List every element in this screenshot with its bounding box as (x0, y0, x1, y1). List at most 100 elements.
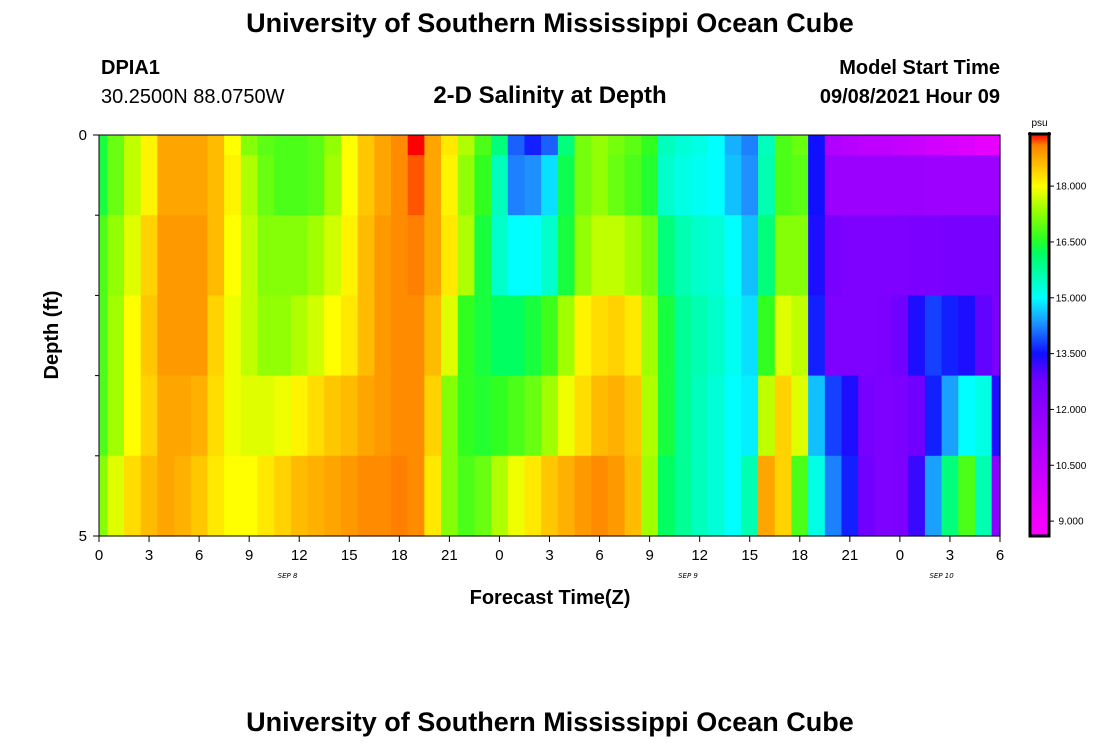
heatmap-cell (224, 215, 242, 296)
heatmap-cell (574, 135, 592, 156)
heatmap-cell (491, 155, 509, 216)
heatmap-cell (407, 135, 425, 156)
heatmap-cell (374, 455, 392, 537)
x-tick-label: 18 (391, 547, 408, 564)
heatmap-cell (557, 375, 576, 457)
heatmap-cell (441, 375, 459, 457)
heatmap-cell (424, 155, 442, 216)
model-start-label: Model Start Time (839, 57, 1000, 79)
heatmap-cell (808, 155, 826, 216)
heatmap-cell (657, 135, 676, 156)
heatmap-cell (357, 295, 375, 377)
heatmap-cell (124, 375, 142, 457)
heatmap-cell (708, 295, 726, 377)
heatmap-cell (574, 455, 592, 537)
x-tick-label: 3 (145, 547, 153, 564)
heatmap-cell (190, 295, 209, 377)
heatmap-cell (99, 455, 108, 537)
colorbar-tick-label: 12.000 (1056, 405, 1087, 416)
heatmap-cell (257, 155, 275, 216)
heatmap-cell (824, 215, 843, 296)
heatmap-cell (908, 455, 926, 537)
x-tick-label: 3 (946, 547, 954, 564)
heatmap-cell (758, 375, 776, 457)
heatmap-cell (290, 155, 309, 216)
heatmap-cell (874, 295, 893, 377)
heatmap-cell (908, 135, 926, 156)
heatmap-cell (808, 375, 826, 457)
heatmap-cell (474, 215, 492, 296)
heatmap-cell (741, 215, 759, 296)
heatmap-cell (941, 295, 959, 377)
heatmap-cell (340, 455, 359, 537)
heatmap-cell (524, 155, 542, 216)
heatmap-cell (190, 375, 209, 457)
heatmap-cell (290, 215, 309, 296)
heatmap-cell (274, 155, 292, 216)
heatmap-cell (557, 295, 576, 377)
heatmap-cell (657, 295, 676, 377)
heatmap-cell (474, 375, 492, 457)
heatmap-cell (691, 455, 709, 537)
heatmap-cell (340, 135, 359, 156)
heatmap-cell (307, 215, 325, 296)
heatmap-cell (174, 295, 192, 377)
heatmap-cell (808, 215, 826, 296)
heatmap-cell (507, 155, 526, 216)
heatmap-cell (340, 215, 359, 296)
heatmap-cell (641, 135, 659, 156)
heatmap-cell (541, 135, 559, 156)
heatmap-cell (441, 455, 459, 537)
heatmap-cell (991, 155, 1001, 216)
heatmap-cell (390, 215, 409, 296)
heatmap-cell (791, 135, 809, 156)
heatmap-cell (874, 215, 893, 296)
heatmap-cell (99, 215, 108, 296)
heatmap-cell (307, 375, 325, 457)
heatmap-cell (824, 375, 843, 457)
heatmap-cell (541, 215, 559, 296)
heatmap-cell (107, 155, 125, 216)
heatmap-cell (99, 295, 108, 377)
axes: 0 3 6 9 12 15 18 21 0 3 6 9 12 15 18 21 0 3 6 SEP 8 SEP 9 SEP… (79, 127, 1005, 580)
heatmap-cell (908, 375, 926, 457)
heatmap-cell (224, 455, 242, 537)
heatmap-cell (891, 215, 909, 296)
heatmap-cell (257, 295, 275, 377)
heatmap-cell (758, 135, 776, 156)
heatmap-cell (824, 295, 843, 377)
x-tick-label: 0 (95, 547, 103, 564)
x-tick-label: 18 (791, 547, 808, 564)
heatmap-cell (157, 375, 175, 457)
x-tick-label: 0 (495, 547, 503, 564)
heatmap-cell (541, 295, 559, 377)
heatmap-cell (591, 375, 609, 457)
heatmap-cell (424, 375, 442, 457)
x-tick-label: 6 (195, 547, 203, 564)
heatmap-cell (958, 155, 976, 216)
model-start-value: 09/08/2021 Hour 09 (819, 86, 1000, 108)
station-id: DPIA1 (101, 57, 160, 79)
heatmap-cell (924, 135, 943, 156)
heatmap-cell (891, 375, 909, 457)
heatmap-cell (974, 375, 993, 457)
heatmap-cell (724, 375, 742, 457)
heatmap-cell (991, 455, 1001, 537)
x-tick-label: 15 (341, 547, 358, 564)
heatmap-cell (858, 155, 876, 216)
heatmap-cell (374, 295, 392, 377)
heatmap-cell (124, 155, 142, 216)
heatmap-cell (224, 295, 242, 377)
heatmap-cell (924, 455, 943, 537)
heatmap-cell (741, 375, 759, 457)
heatmap-cell (107, 375, 125, 457)
colorbar-tick-label: 15.000 (1056, 293, 1087, 304)
heatmap-cell (157, 155, 175, 216)
heatmap-cell (491, 375, 509, 457)
heatmap-cell (290, 135, 309, 156)
heatmap-cell (991, 215, 1001, 296)
heatmap-cell (908, 295, 926, 377)
heatmap-cell (524, 215, 542, 296)
heatmap-cell (174, 455, 192, 537)
